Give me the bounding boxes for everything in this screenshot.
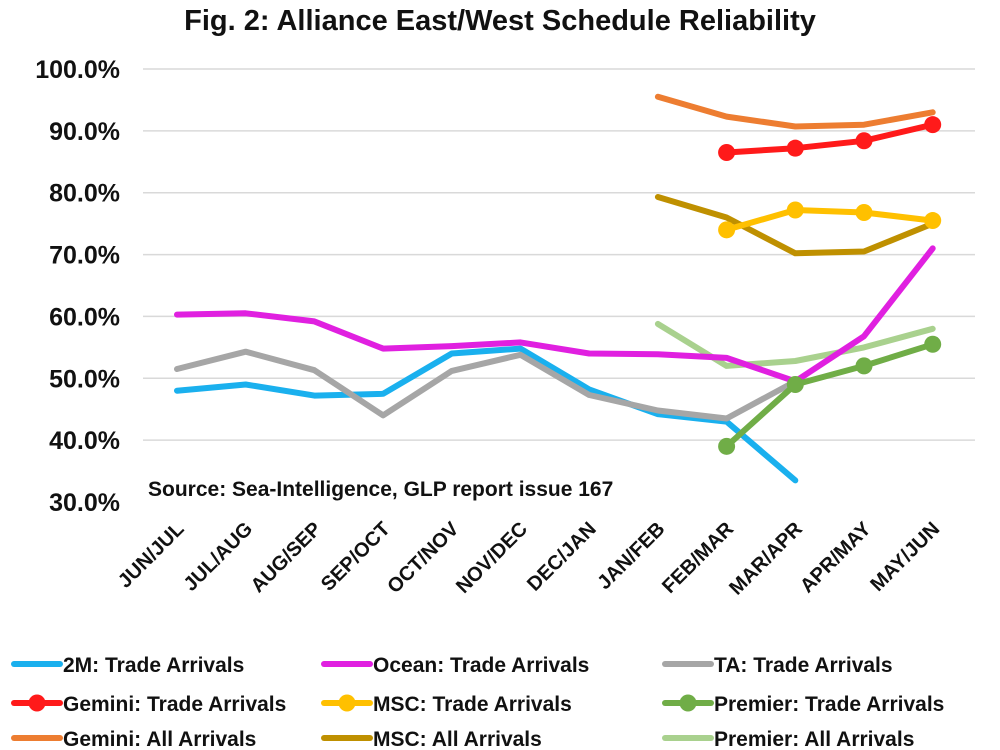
series-7 xyxy=(654,194,936,257)
legend-item: Gemini: Trade Arrivals xyxy=(11,693,286,716)
data-point xyxy=(924,116,942,134)
series-line xyxy=(654,320,936,369)
y-tick-label: 40.0% xyxy=(49,427,120,455)
y-tick-label: 60.0% xyxy=(49,303,120,331)
legend-item: TA: Trade Arrivals xyxy=(662,654,893,677)
x-tick-label: OCT/NOV xyxy=(383,518,463,598)
series-6 xyxy=(654,93,936,130)
y-tick-label: 70.0% xyxy=(49,242,120,270)
series-line xyxy=(174,245,936,385)
x-tick-label: APR/MAY xyxy=(796,518,876,598)
legend-label: MSC: Trade Arrivals xyxy=(373,693,572,716)
legend-item: Premier: Trade Arrivals xyxy=(662,693,944,716)
y-tick-label: 80.0% xyxy=(49,180,120,208)
chart-title: Fig. 2: Alliance East/West Schedule Reli… xyxy=(184,5,816,37)
series-line xyxy=(723,341,936,450)
data-point xyxy=(855,132,873,150)
x-tick-label: JUN/JUL xyxy=(114,518,189,593)
legend-item: MSC: Trade Arrivals xyxy=(321,693,572,716)
series-3 xyxy=(718,116,942,162)
series-line xyxy=(174,348,799,422)
x-tick-label: SEP/OCT xyxy=(317,518,395,596)
data-point xyxy=(718,437,736,455)
series-0 xyxy=(174,345,799,484)
legend-label: Ocean: Trade Arrivals xyxy=(373,654,589,677)
legend-marker xyxy=(338,694,356,712)
data-point xyxy=(786,139,804,157)
series-line xyxy=(723,121,936,156)
y-tick-label: 90.0% xyxy=(49,118,120,146)
x-tick-label: AUG/SEP xyxy=(247,518,326,597)
series-8 xyxy=(654,320,936,369)
legend-label: 2M: Trade Arrivals xyxy=(63,654,244,677)
data-point xyxy=(786,201,804,219)
data-point xyxy=(786,375,804,393)
legend-item: Gemini: All Arrivals xyxy=(11,728,256,750)
legend-marker xyxy=(679,694,697,712)
y-tick-label: 30.0% xyxy=(49,489,120,517)
x-axis-ticks: JUN/JULJUL/AUGAUG/SEPSEP/OCTOCT/NOVNOV/D… xyxy=(114,518,944,600)
legend-label: Premier: All Arrivals xyxy=(714,728,914,750)
legend-label: Gemini: Trade Arrivals xyxy=(63,693,286,716)
legend-item: Ocean: Trade Arrivals xyxy=(321,654,589,677)
legend: 2M: Trade Arrivals Ocean: Trade Arrivals T… xyxy=(11,654,944,750)
series-line xyxy=(654,93,936,130)
legend-label: MSC: All Arrivals xyxy=(373,728,542,750)
legend-marker xyxy=(28,694,46,712)
series-5 xyxy=(718,335,942,455)
series-line xyxy=(654,194,936,257)
data-point xyxy=(718,144,736,162)
series-lines xyxy=(174,93,942,484)
x-tick-label: JUL/AUG xyxy=(180,518,258,596)
legend-item: Premier: All Arrivals xyxy=(662,728,914,750)
x-tick-label: MAR/APR xyxy=(725,518,807,600)
legend-label: TA: Trade Arrivals xyxy=(714,654,893,677)
y-tick-label: 50.0% xyxy=(49,365,120,393)
y-axis-ticks: 30.0% 40.0% 50.0% 60.0% 70.0% 80.0% 90.0% 100.0… xyxy=(35,56,120,517)
y-tick-label: 100.0% xyxy=(35,56,120,84)
x-tick-label: NOV/DEC xyxy=(452,518,532,598)
x-tick-label: DEC/JAN xyxy=(523,518,601,596)
x-tick-label: MAY/JUN xyxy=(866,518,944,596)
series-line xyxy=(723,207,936,233)
legend-item: MSC: All Arrivals xyxy=(321,728,542,750)
series-line xyxy=(174,345,799,484)
series-1 xyxy=(174,245,936,385)
series-2 xyxy=(174,348,799,422)
data-point xyxy=(718,221,736,239)
series-4 xyxy=(718,201,942,239)
legend-label: Gemini: All Arrivals xyxy=(63,728,256,750)
data-point xyxy=(855,357,873,375)
data-point xyxy=(855,204,873,222)
source-note: Source: Sea-Intelligence, GLP report iss… xyxy=(148,478,613,501)
data-point xyxy=(924,335,942,353)
data-point xyxy=(924,212,942,230)
legend-item: 2M: Trade Arrivals xyxy=(11,654,244,677)
legend-label: Premier: Trade Arrivals xyxy=(714,693,944,716)
